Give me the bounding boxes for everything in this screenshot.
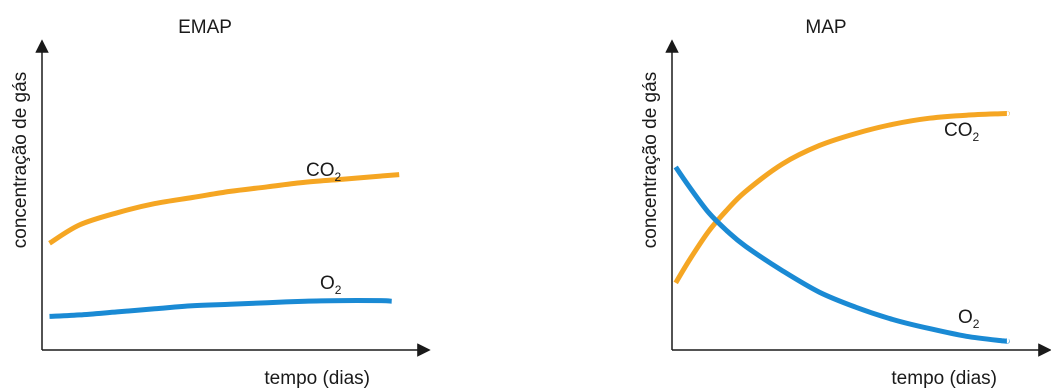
series-label-map-o2-main: O <box>958 307 973 328</box>
chart-title-emap: EMAP <box>178 17 232 38</box>
series-label-emap-o2-main: O <box>320 273 335 294</box>
series-label-map-o2: O2 <box>958 307 980 331</box>
series-group-emap <box>48 172 400 319</box>
series-label-emap-o2: O2 <box>320 273 342 297</box>
x-axis-label-map: tempo (dias) <box>891 368 997 388</box>
series-label-map-o2-sub: 2 <box>973 317 980 331</box>
series-line-map-o2 <box>673 165 1010 344</box>
chart-emap: EMAP concentração de gás tempo (dias) CO… <box>10 17 431 388</box>
y-axis-label-map: concentração de gás <box>640 72 661 248</box>
y-axis-label-emap: concentração de gás <box>10 72 31 248</box>
series-label-map-co2: CO2 <box>944 120 980 144</box>
chart-title-map: MAP <box>805 17 846 38</box>
series-label-emap-co2: CO2 <box>306 160 342 184</box>
x-axis-label-emap: tempo (dias) <box>264 368 370 388</box>
series-label-emap-o2-sub: 2 <box>335 283 342 297</box>
series-line-emap-o2 <box>49 298 392 319</box>
series-label-map-co2-main: CO <box>944 120 973 141</box>
series-label-map-co2-sub: 2 <box>973 130 980 144</box>
series-line-map-co2 <box>673 111 1010 285</box>
series-label-emap-co2-sub: 2 <box>335 170 342 184</box>
chart-map: MAP concentração de gás tempo (dias) CO2… <box>640 17 1051 388</box>
series-label-emap-co2-main: CO <box>306 160 335 181</box>
series-line-emap-co2 <box>48 172 400 246</box>
series-group-map <box>673 111 1010 344</box>
